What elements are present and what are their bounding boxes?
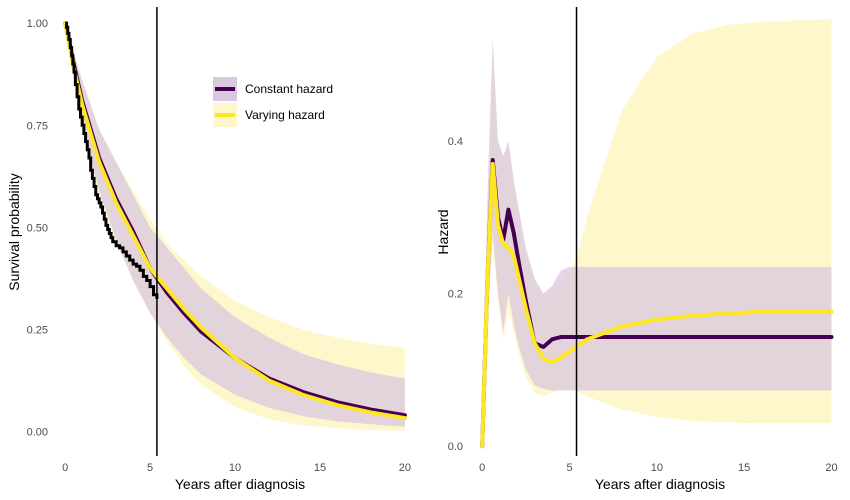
hazard-lines bbox=[480, 158, 834, 449]
survival-x-tick-label: 15 bbox=[314, 462, 326, 474]
hazard-x-tick-label: 10 bbox=[651, 462, 663, 474]
survival-x-tick-label: 5 bbox=[147, 462, 153, 474]
hazard-line-varying-hazard bbox=[480, 161, 834, 449]
hazard-x-tick-label: 20 bbox=[825, 462, 837, 474]
hazard-y-tick-labels: 0.0 0.2 0.4 bbox=[448, 136, 463, 453]
kaplan-meier-curve bbox=[65, 21, 159, 299]
hazard-y-tick-label: 0.0 bbox=[448, 441, 463, 453]
hazard-x-axis-title: Years after diagnosis bbox=[595, 476, 725, 492]
hazard-x-tick-labels: 0 5 10 15 20 bbox=[479, 462, 837, 474]
hazard-panel: 0 5 10 15 20 0.0 0.2 0.4 Years after diagnosis… bbox=[435, 7, 838, 492]
survival-bands bbox=[65, 23, 405, 431]
hazard-y-tick-label: 0.2 bbox=[448, 289, 463, 301]
legend-label-constant-hazard: Constant hazard bbox=[245, 82, 333, 96]
legend-label-varying-hazard: Varying hazard bbox=[245, 108, 325, 122]
survival-y-tick-label: 1.00 bbox=[27, 18, 48, 30]
legend-entry-constant-hazard: Constant hazard bbox=[213, 77, 333, 101]
survival-y-tick-label: 0.00 bbox=[27, 427, 48, 439]
survival-y-tick-label: 0.50 bbox=[27, 222, 48, 234]
survival-panel: 0 5 10 15 20 0.00 0.25 0.50 0.75 1.00 Years afte… bbox=[6, 7, 411, 492]
survival-x-tick-label: 0 bbox=[62, 462, 68, 474]
hazard-x-tick-label: 15 bbox=[738, 462, 750, 474]
hazard-band-constant-hazard bbox=[482, 37, 832, 447]
survival-y-axis-title: Survival probability bbox=[6, 173, 22, 291]
survival-lines bbox=[63, 21, 407, 421]
survival-x-tick-labels: 0 5 10 15 20 bbox=[62, 462, 411, 474]
legend: Constant hazard Varying hazard bbox=[213, 77, 333, 127]
survival-x-axis-title: Years after diagnosis bbox=[175, 476, 305, 492]
survival-x-tick-label: 10 bbox=[229, 462, 241, 474]
survival-y-tick-label: 0.75 bbox=[27, 120, 48, 132]
survival-x-tick-label: 20 bbox=[399, 462, 411, 474]
survival-line-varying-hazard bbox=[63, 21, 407, 421]
survival-band-constant-hazard bbox=[65, 23, 405, 427]
legend-entry-varying-hazard: Varying hazard bbox=[213, 103, 325, 127]
hazard-y-tick-label: 0.4 bbox=[448, 136, 463, 148]
km-step-line bbox=[65, 21, 159, 299]
hazard-y-axis-title: Hazard bbox=[435, 209, 451, 254]
hazard-bands bbox=[482, 18, 832, 447]
survival-y-tick-label: 0.25 bbox=[27, 325, 48, 337]
survival-y-tick-labels: 0.00 0.25 0.50 0.75 1.00 bbox=[27, 18, 48, 438]
hazard-x-tick-label: 5 bbox=[566, 462, 572, 474]
hazard-x-tick-label: 0 bbox=[479, 462, 485, 474]
